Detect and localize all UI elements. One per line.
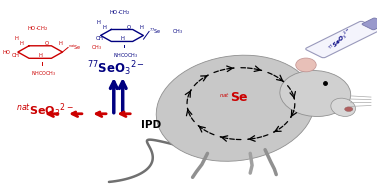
Text: CH$_3$: CH$_3$ xyxy=(91,43,102,52)
Text: HO: HO xyxy=(3,50,11,56)
Text: H: H xyxy=(120,36,124,41)
Ellipse shape xyxy=(331,98,355,117)
Text: O: O xyxy=(45,41,49,46)
Text: H: H xyxy=(139,25,143,30)
Text: $^{nat}$: $^{nat}$ xyxy=(219,92,230,101)
Text: H: H xyxy=(14,36,18,41)
Text: HO-CH$_2$: HO-CH$_2$ xyxy=(109,8,131,17)
Text: $^{nat}$SeO$_3$$^{2-}$: $^{nat}$SeO$_3$$^{2-}$ xyxy=(16,102,74,120)
Text: CH$_3$: CH$_3$ xyxy=(172,27,183,36)
Text: IPD: IPD xyxy=(141,120,161,130)
FancyBboxPatch shape xyxy=(305,21,378,58)
Text: H: H xyxy=(102,25,106,30)
Text: NHCOCH$_3$: NHCOCH$_3$ xyxy=(31,69,57,78)
Text: $^{77}$Se: $^{77}$Se xyxy=(149,27,161,36)
Ellipse shape xyxy=(156,55,314,161)
Text: OH: OH xyxy=(12,53,20,58)
Ellipse shape xyxy=(280,70,351,117)
Text: $^{77}$SeO$_3$$^{2-}$: $^{77}$SeO$_3$$^{2-}$ xyxy=(87,59,145,78)
Text: H: H xyxy=(20,41,23,46)
Text: H: H xyxy=(38,53,42,58)
Text: OH: OH xyxy=(96,36,104,41)
Text: NHCOCH$_3$: NHCOCH$_3$ xyxy=(113,51,138,60)
Text: H: H xyxy=(59,41,63,46)
Ellipse shape xyxy=(296,58,316,72)
Text: HO-CH$_2$: HO-CH$_2$ xyxy=(28,24,49,33)
Text: O: O xyxy=(127,25,131,30)
Text: H: H xyxy=(96,20,101,25)
FancyBboxPatch shape xyxy=(362,18,378,30)
Text: $^{nat}$Se: $^{nat}$Se xyxy=(68,43,82,52)
Ellipse shape xyxy=(345,107,353,111)
Text: Se: Se xyxy=(230,91,247,104)
Text: $^{77}$SeO$_3$$^{2-}$: $^{77}$SeO$_3$$^{2-}$ xyxy=(327,26,355,54)
